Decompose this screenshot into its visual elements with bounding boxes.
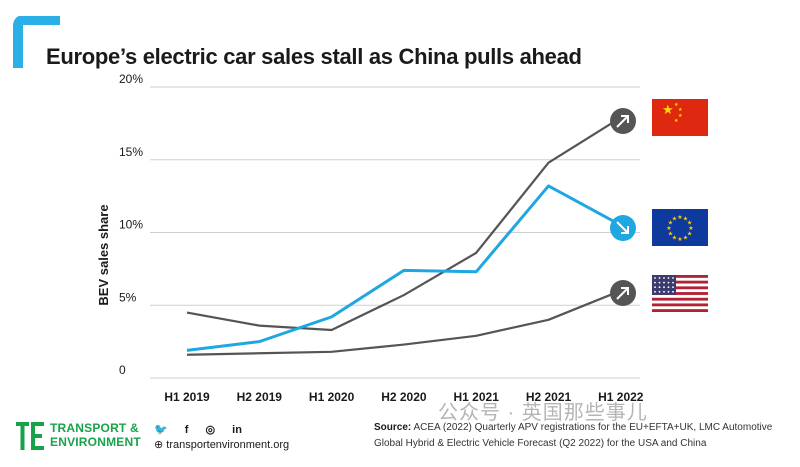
brand-line-2: ENVIRONMENT	[50, 435, 141, 449]
corner-bracket-logo	[13, 16, 60, 68]
arrow-up-right-icon	[610, 108, 636, 134]
svg-text:★: ★	[683, 235, 688, 242]
y-tick-label: 5%	[119, 290, 137, 304]
social-icons: 🐦 f ◎ in	[154, 423, 256, 436]
y-tick-label: 10%	[119, 218, 143, 232]
series-lines	[186, 116, 622, 356]
x-axis-ticks: H1 2019 H2 2019 H1 2020 H2 2020 H1 2021 H2 20…	[164, 390, 643, 404]
y-tick-label: 15%	[119, 145, 143, 159]
y-tick-label: 20%	[119, 72, 143, 86]
x-tick-label: H1 2021	[454, 390, 500, 404]
watermark: 公众号 · 英国那些事儿	[438, 402, 648, 424]
svg-text:★: ★	[683, 215, 688, 222]
x-tick-label: H1 2022	[598, 390, 644, 404]
chart-title: Europe’s electric car sales stall as Chi…	[46, 44, 582, 69]
facebook-icon[interactable]: f	[184, 424, 189, 436]
website-link[interactable]: ⊕ transportenvironment.org	[154, 438, 289, 451]
svg-text:★: ★	[674, 118, 679, 124]
x-tick-label: H2 2020	[381, 390, 427, 404]
y-tick-label: 0	[119, 363, 126, 377]
y-axis-ticks: 20% 15% 10% 5% 0	[119, 72, 143, 377]
svg-text:★: ★	[674, 102, 679, 108]
svg-text:★: ★	[687, 220, 692, 227]
arrow-up-right-icon	[610, 280, 636, 306]
arrow-down-right-icon	[610, 215, 636, 241]
svg-text:★: ★	[672, 215, 677, 222]
china-flag-icon: ★ ★ ★ ★ ★	[652, 99, 708, 136]
us-flag-icon	[652, 275, 708, 312]
svg-text:★: ★	[668, 220, 673, 227]
x-tick-label: H1 2020	[309, 390, 355, 404]
svg-text:★: ★	[677, 214, 682, 221]
svg-text:★: ★	[678, 107, 683, 113]
globe-icon: ⊕	[154, 439, 164, 451]
x-tick-label: H2 2021	[526, 390, 572, 404]
source-note: Source: ACEA (2022) Quarterly APV regist…	[374, 420, 794, 452]
brand-name: TRANSPORT & ENVIRONMENT	[50, 421, 141, 449]
svg-text:★: ★	[688, 225, 693, 232]
svg-text:★: ★	[672, 235, 677, 242]
grid	[150, 86, 640, 379]
brand-line-1: TRANSPORT &	[50, 421, 139, 435]
twitter-icon[interactable]: 🐦	[154, 424, 168, 436]
series-line-2	[186, 184, 622, 352]
source-label: Source:	[374, 422, 412, 433]
svg-text:★: ★	[662, 103, 674, 118]
y-axis-label: BEV sales share	[96, 204, 111, 305]
x-tick-label: H1 2019	[164, 390, 210, 404]
svg-text:★: ★	[668, 231, 673, 238]
svg-text:★: ★	[666, 225, 671, 232]
svg-text:★: ★	[687, 231, 692, 238]
svg-text:★: ★	[678, 113, 683, 119]
instagram-icon[interactable]: ◎	[205, 424, 216, 436]
source-text: ACEA (2022) Quarterly APV registrations …	[374, 422, 773, 449]
x-tick-label: H2 2019	[237, 390, 283, 404]
series-line-1	[186, 116, 622, 332]
eu-flag-icon: ★★★★★★★★★ ★ ★★	[652, 209, 708, 246]
svg-text:★: ★	[677, 236, 682, 243]
series-line-3	[186, 289, 622, 356]
te-logo-icon	[16, 422, 44, 450]
website-text: transportenvironment.org	[166, 439, 290, 451]
linkedin-icon[interactable]: in	[232, 424, 242, 436]
